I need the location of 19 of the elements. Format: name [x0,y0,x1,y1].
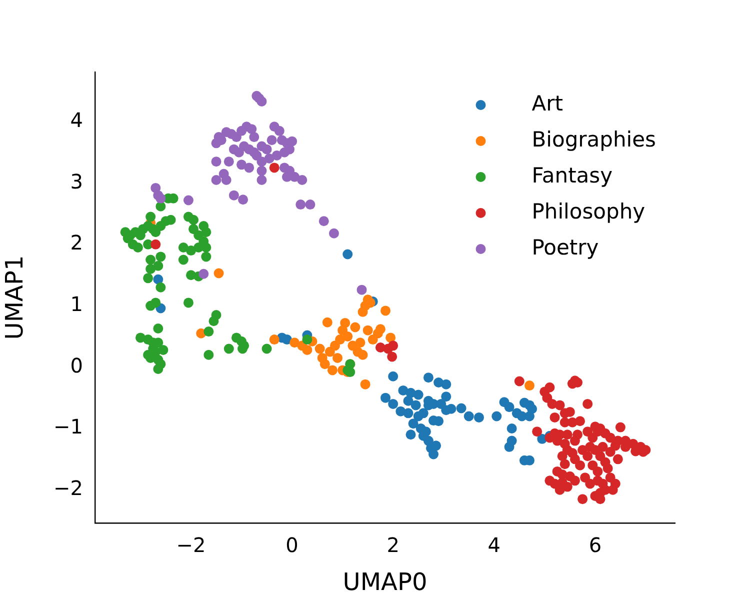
y-tick-label: 2 [70,230,83,255]
legend-label: Fantasy [532,163,613,188]
x-tick-label: 0 [286,533,298,558]
y-tick-label: −2 [54,476,83,500]
legend-label: Biographies [532,127,656,152]
x-tick-label: 4 [488,533,500,558]
y-tick-label: 3 [70,169,83,194]
legend-label: Art [532,91,563,116]
legend-label: Poetry [532,235,599,260]
y-tick-label: 4 [70,108,83,132]
y-tick-label: 1 [70,292,83,316]
y-axis-title: UMAP1 [0,255,29,340]
y-tick-label: −1 [54,414,83,439]
y-tick-label: 0 [70,353,83,378]
legend-label: Philosophy [532,199,646,224]
x-tick-label: −2 [176,533,206,558]
x-tick-label: 6 [588,533,602,558]
x-tick-label: 2 [386,533,400,558]
x-axis-title: UMAP0 [342,568,428,596]
